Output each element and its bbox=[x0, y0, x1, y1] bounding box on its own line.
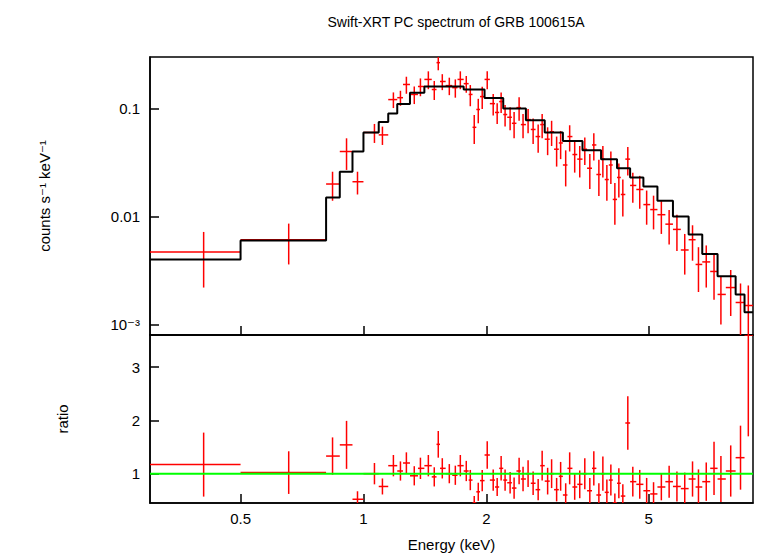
svg-text:1: 1 bbox=[132, 465, 140, 482]
svg-text:2: 2 bbox=[132, 412, 140, 429]
svg-text:Swift-XRT PC spectrum of GRB 1: Swift-XRT PC spectrum of GRB 100615A bbox=[327, 14, 585, 30]
svg-text:ratio: ratio bbox=[54, 404, 71, 433]
svg-text:0.5: 0.5 bbox=[230, 510, 251, 527]
svg-text:1: 1 bbox=[359, 510, 367, 527]
svg-text:Energy (keV): Energy (keV) bbox=[408, 536, 496, 553]
svg-text:10⁻³: 10⁻³ bbox=[110, 316, 140, 333]
svg-text:2: 2 bbox=[482, 510, 490, 527]
svg-text:counts s⁻¹ keV⁻¹: counts s⁻¹ keV⁻¹ bbox=[36, 140, 53, 252]
svg-text:0.1: 0.1 bbox=[119, 100, 140, 117]
svg-text:5: 5 bbox=[645, 510, 653, 527]
svg-text:0.01: 0.01 bbox=[111, 208, 140, 225]
svg-text:3: 3 bbox=[132, 359, 140, 376]
